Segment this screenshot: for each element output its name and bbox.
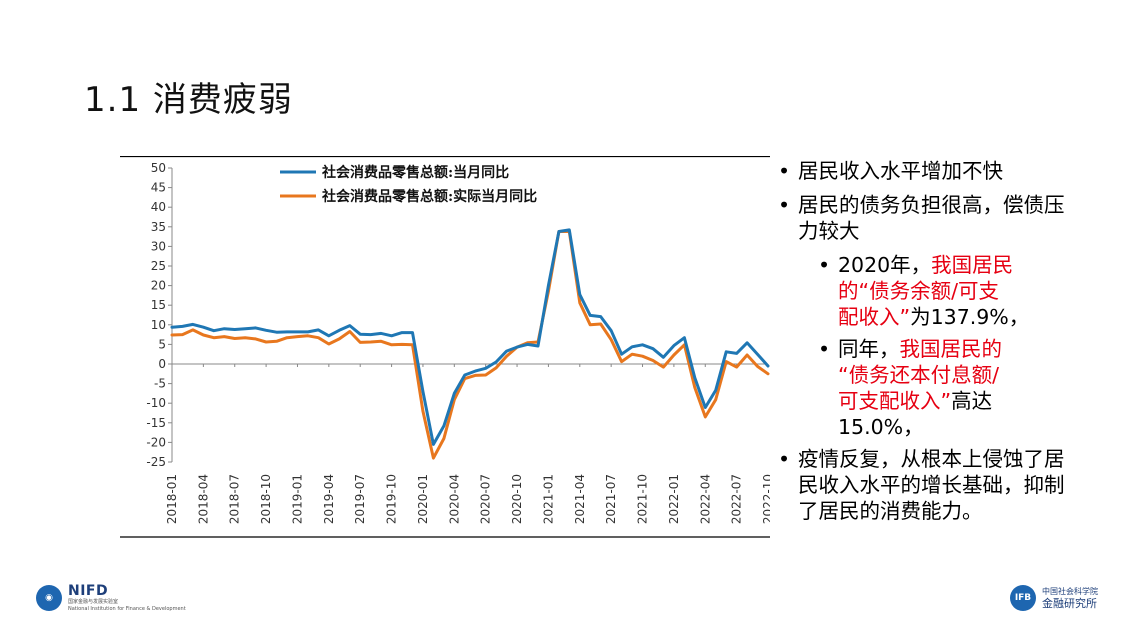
y-tick-label: 40 <box>151 200 166 214</box>
x-tick-label: 2021-01 <box>541 474 555 524</box>
nifd-logo-icon: ◉ <box>36 585 62 611</box>
x-tick-label: 2022-10 <box>761 474 770 524</box>
y-tick-label: 50 <box>151 161 166 175</box>
y-tick-label: 20 <box>151 279 166 293</box>
sub2-line1-prefix: 同年， <box>838 337 900 361</box>
x-tick-label: 2022-07 <box>730 474 744 524</box>
x-tick-label: 2019-10 <box>385 474 399 524</box>
series-line-real <box>170 230 770 460</box>
ifb-logo: IFB 中国社会科学院 金融研究所 <box>1010 583 1098 613</box>
y-tick-label: 30 <box>151 239 166 253</box>
x-tick-label: 2021-04 <box>573 474 587 524</box>
x-tick-label: 2020-07 <box>479 474 493 524</box>
nifd-logo: ◉ NIFD 国家金融与发展实验室 National Institution f… <box>36 583 186 613</box>
legend-label-0: 社会消费品零售总额:当月同比 <box>321 164 509 181</box>
nifd-logo-sub-en: National Institution for Finance & Devel… <box>68 605 186 612</box>
sub2-line3-suffix: 高达 <box>951 389 993 413</box>
y-tick-label: 15 <box>151 298 166 312</box>
bullet-list: 居民收入水平增加不快 居民的债务负担很高，偿债压力较大 2020年，我国居民 的… <box>776 158 1076 532</box>
sub2-line2-red: “债务还本付息额/ <box>838 363 1000 387</box>
x-tick-label: 2018-01 <box>165 474 179 524</box>
ifb-logo-icon: IFB <box>1010 585 1036 611</box>
bullet-debt-text: 居民的债务负担很高，偿债压力较大 <box>798 193 1065 243</box>
y-tick-label: 10 <box>151 318 166 332</box>
x-tick-label: 2021-10 <box>636 474 650 524</box>
x-tick-label: 2018-07 <box>228 474 242 524</box>
bullet-income: 居民收入水平增加不快 <box>776 158 1076 184</box>
bullet-pandemic: 疫情反复，从根本上侵蚀了居民收入水平的增长基础，抑制了居民的消费能力。 <box>776 446 1076 524</box>
sub2-line1-red: 我国居民的 <box>899 337 1003 361</box>
y-tick-label: -5 <box>154 377 166 391</box>
chart-svg: 50454035302520151050-5-10-15-20-252018-0… <box>120 156 770 538</box>
x-tick-label: 2020-04 <box>447 474 461 524</box>
nifd-logo-sub-cn: 国家金融与发展实验室 <box>68 598 119 605</box>
line-chart: 50 45 40 35 30 25 20 15 10 5 0 -5 -10 -15 -20 -25 2018-0… <box>120 156 770 538</box>
y-tick-label: 0 <box>158 357 166 371</box>
y-tick-label: 35 <box>151 220 166 234</box>
x-tick-label: 2019-01 <box>290 474 304 524</box>
y-tick-label: -25 <box>146 455 166 469</box>
y-tick-label: 5 <box>158 337 166 351</box>
sub1-line1-prefix: 2020年， <box>838 253 932 277</box>
sub2-line4-prefix: 15.0%， <box>838 415 924 439</box>
x-tick-label: 2018-10 <box>259 474 273 524</box>
nifd-logo-main: NIFD <box>68 582 109 599</box>
x-tick-label: 2022-01 <box>667 474 681 524</box>
bullet-income-text: 居民收入水平增加不快 <box>798 159 1003 183</box>
y-tick-label: 25 <box>151 259 166 273</box>
legend-label-1: 社会消费品零售总额:实际当月同比 <box>321 188 537 205</box>
x-tick-label: 2018-04 <box>196 474 210 524</box>
x-tick-label: 2021-07 <box>604 474 618 524</box>
sub1-line3-red: 配收入” <box>838 305 911 329</box>
sub1-line2-red: 的“债务余额/可支 <box>838 279 1000 303</box>
sub-bullet-debt-ratio: 2020年，我国居民 的“债务余额/可支 配收入”为137.9%， <box>776 252 1076 330</box>
y-tick-label: -10 <box>146 396 166 410</box>
ifb-logo-cn1: 中国社会科学院 <box>1042 586 1098 596</box>
ifb-logo-cn2: 金融研究所 <box>1042 596 1097 610</box>
x-tick-label: 2020-01 <box>416 474 430 524</box>
x-tick-label: 2020-10 <box>510 474 524 524</box>
slide-title: 1.1 消费疲弱 <box>84 80 293 120</box>
y-tick-label: -15 <box>146 416 166 430</box>
y-tick-label: -20 <box>146 435 166 449</box>
bullet-pandemic-text: 疫情反复，从根本上侵蚀了居民收入水平的增长基础，抑制了居民的消费能力。 <box>798 447 1065 523</box>
sub1-line1-red: 我国居民 <box>931 253 1014 277</box>
x-tick-label: 2019-04 <box>322 474 336 524</box>
x-tick-label: 2019-07 <box>353 474 367 524</box>
x-tick-label: 2022-04 <box>698 474 712 524</box>
sub1-line3-suffix: 为137.9%， <box>910 305 1030 329</box>
bullet-debt: 居民的债务负担很高，偿债压力较大 <box>776 192 1076 244</box>
y-tick-label: 45 <box>151 181 166 195</box>
series-line-nominal <box>170 228 770 446</box>
sub-bullet-debt-service: 同年，我国居民的 “债务还本付息额/ 可支配收入”高达 15.0%， <box>776 336 1076 440</box>
sub2-line3-red: 可支配收入” <box>838 389 952 413</box>
